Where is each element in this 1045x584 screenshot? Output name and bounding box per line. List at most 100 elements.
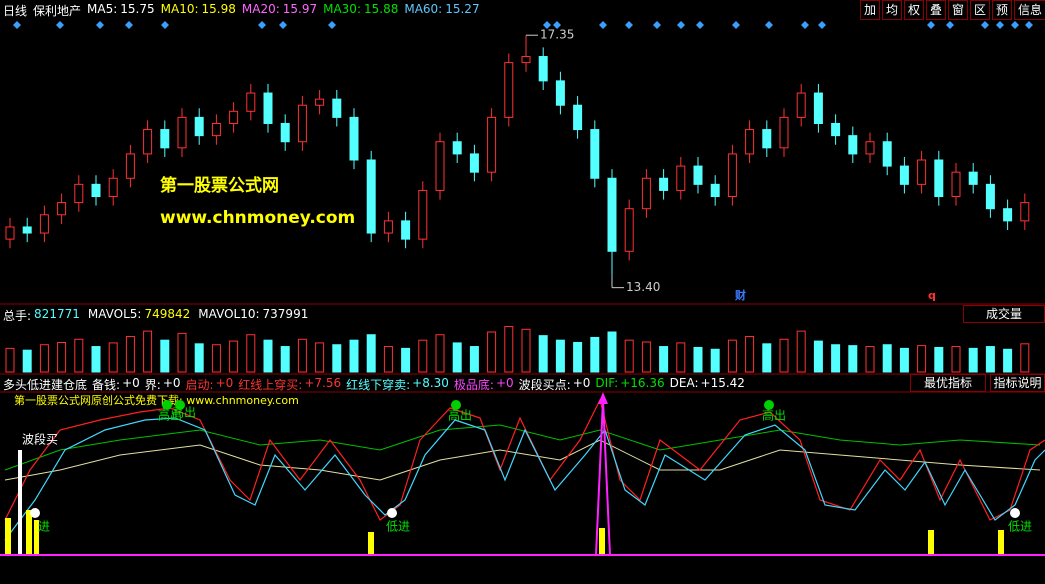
stat-label: DIF: bbox=[595, 376, 619, 390]
candle-body bbox=[848, 135, 858, 155]
toolbar-button[interactable]: 窗 bbox=[948, 0, 968, 20]
candle-body bbox=[659, 177, 669, 191]
notice: 第一股票公式网原创公式免费下载: www.chnmoney.com bbox=[14, 393, 299, 407]
volume-bar bbox=[401, 347, 411, 373]
volume-header: 总手: 821771 MAVOL5: 749842 MAVOL10: 737991 bbox=[3, 307, 310, 324]
volume-bar bbox=[177, 332, 187, 373]
candle-body bbox=[745, 129, 755, 155]
candle-body bbox=[538, 56, 548, 82]
candle-body bbox=[469, 153, 479, 173]
ma-label: MA60: bbox=[404, 2, 443, 16]
toolbar-button[interactable]: 加 bbox=[860, 0, 880, 20]
volume-bar bbox=[521, 328, 531, 373]
candle-body bbox=[762, 129, 772, 149]
candle-body bbox=[1020, 202, 1030, 222]
stat-label: 红线上穿买: bbox=[238, 378, 303, 392]
signal-dot bbox=[162, 400, 172, 410]
candle-body bbox=[624, 208, 634, 252]
stock-name: 保利地产 bbox=[33, 4, 82, 18]
stat-value: +8.30 bbox=[412, 376, 449, 390]
volume-bar bbox=[934, 346, 944, 373]
event-diamond bbox=[543, 21, 551, 29]
volume-bar bbox=[5, 347, 15, 373]
low-label: 13.40 bbox=[626, 280, 660, 294]
candle-body bbox=[211, 122, 221, 137]
indicator-stat: DEA: +15.42 bbox=[670, 376, 745, 393]
volume-bar bbox=[229, 340, 239, 373]
candle-body bbox=[160, 129, 170, 149]
volume-bar bbox=[57, 341, 67, 373]
candle-body bbox=[332, 98, 342, 118]
event-diamond bbox=[56, 21, 64, 29]
signal-label: 波段买 bbox=[22, 432, 58, 447]
signal-dot bbox=[1010, 508, 1020, 518]
yellow-bar bbox=[599, 528, 605, 555]
candle-body bbox=[401, 220, 411, 240]
volume-bar bbox=[1003, 348, 1013, 373]
event-diamond bbox=[818, 21, 826, 29]
watermark: 第一股票公式网 bbox=[160, 175, 279, 196]
candle-body bbox=[39, 214, 49, 234]
yellow-bar bbox=[34, 520, 39, 555]
indicator-button[interactable]: 最优指标 bbox=[910, 374, 986, 392]
volume-bar bbox=[246, 334, 256, 373]
candle-body bbox=[779, 116, 789, 149]
indicator-stat: 波段买点: +0 bbox=[519, 376, 591, 393]
signal-label: 低进 bbox=[1008, 520, 1032, 534]
signal-dot bbox=[175, 400, 185, 410]
candle-body bbox=[246, 92, 256, 112]
volume-bar bbox=[143, 330, 153, 373]
candle-body bbox=[590, 129, 600, 179]
volume-bar bbox=[74, 338, 84, 373]
stat-value: 821771 bbox=[34, 307, 80, 321]
toolbar-button[interactable]: 叠 bbox=[926, 0, 946, 20]
candle-body bbox=[607, 177, 617, 252]
event-diamond bbox=[328, 21, 336, 29]
volume-bar bbox=[487, 331, 497, 373]
ma-item: MA60: 15.27 bbox=[404, 2, 479, 19]
volume-button[interactable]: 成交量 bbox=[963, 305, 1045, 323]
ma-item: MA20: 15.97 bbox=[242, 2, 317, 19]
volume-bar bbox=[641, 341, 651, 373]
indicator-button[interactable]: 指标说明 bbox=[990, 374, 1045, 392]
candle-body bbox=[418, 189, 428, 240]
event-diamond bbox=[161, 21, 169, 29]
indicator-stat: 启动: +0 bbox=[186, 376, 234, 393]
candle-body bbox=[487, 116, 497, 173]
candle-body bbox=[74, 183, 84, 204]
indicator-stat: DIF: +16.36 bbox=[595, 376, 664, 393]
volume-bar bbox=[899, 347, 909, 373]
candle-body bbox=[899, 165, 909, 185]
candle-body bbox=[57, 202, 67, 216]
volume-bar bbox=[951, 346, 961, 373]
ma-label: MA10: bbox=[160, 2, 199, 16]
event-marker: 财 bbox=[734, 288, 746, 302]
event-diamond bbox=[732, 21, 740, 29]
candle-body bbox=[796, 92, 806, 118]
title-bar: 日线 保利地产 MA5: 15.75 MA10: 15.98 MA20: 15.97 MA30:… bbox=[3, 2, 480, 19]
candle-body bbox=[573, 104, 583, 131]
volume-bar bbox=[882, 344, 892, 373]
stat-label: 总手: bbox=[3, 309, 32, 323]
volume-bar bbox=[194, 343, 204, 373]
toolbar-button[interactable]: 预 bbox=[992, 0, 1012, 20]
signal-dot bbox=[30, 508, 40, 518]
volume-bar bbox=[968, 347, 978, 373]
toolbar-button[interactable]: 区 bbox=[970, 0, 990, 20]
stat-value: +0 bbox=[122, 376, 140, 390]
event-diamond bbox=[279, 21, 287, 29]
ma-label: MA30: bbox=[323, 2, 361, 16]
candle-body bbox=[143, 129, 153, 155]
toolbar-button[interactable]: 均 bbox=[882, 0, 902, 20]
toolbar-button[interactable]: 权 bbox=[904, 0, 924, 20]
yellow-bar bbox=[928, 530, 934, 555]
toolbar-button[interactable]: 信息 bbox=[1014, 0, 1045, 20]
volume-bar bbox=[418, 339, 428, 373]
candle-body bbox=[985, 183, 995, 210]
event-diamond bbox=[696, 21, 704, 29]
ma-item: MA30: 15.88 bbox=[323, 2, 398, 19]
signal-label: 高出 bbox=[762, 408, 786, 423]
candle-body bbox=[555, 80, 565, 106]
